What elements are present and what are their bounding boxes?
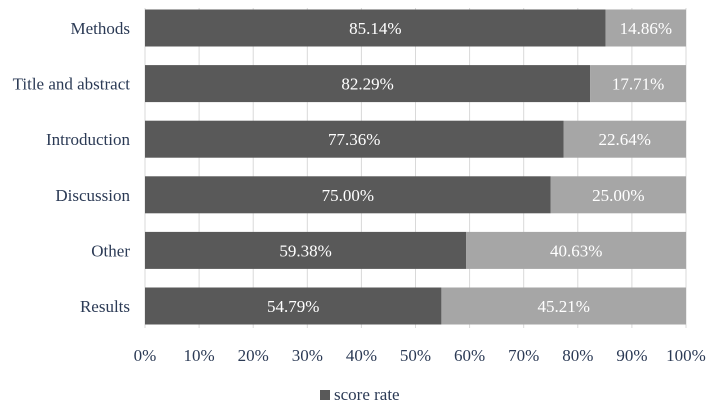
bar-segment <box>605 9 686 47</box>
legend-swatch <box>320 390 330 400</box>
x-tick-label: 20% <box>238 346 269 365</box>
category-label: Results <box>80 297 130 316</box>
bar-segment <box>441 287 686 325</box>
category-label: Other <box>91 241 130 260</box>
bar-segment <box>145 120 564 158</box>
bar-data-label: 22.64% <box>599 130 651 149</box>
x-tick-label: 10% <box>184 346 215 365</box>
bar-data-label: 40.63% <box>550 241 602 260</box>
category-label: Methods <box>71 19 131 38</box>
bars: 85.14% 14.86% 82.29% 17.71% 77.36% 22.64% 75.0… <box>145 9 687 325</box>
category-labels: Methods Title and abstract Introduction Dis… <box>13 19 131 316</box>
bar-data-label: 45.21% <box>537 297 589 316</box>
bar-data-label: 17.71% <box>612 75 664 94</box>
category-label: Title and abstract <box>13 75 131 94</box>
legend-label: score rate <box>334 385 400 403</box>
x-tick-label: 30% <box>292 346 323 365</box>
x-tick-label: 100% <box>666 346 706 365</box>
category-label: Introduction <box>46 130 131 149</box>
legend: score rate <box>320 385 400 403</box>
bar-data-label: 77.36% <box>328 130 380 149</box>
bar-data-label: 59.38% <box>279 241 331 260</box>
bar-segment <box>590 65 686 103</box>
bar-data-label: 85.14% <box>349 19 401 38</box>
bar-segment <box>145 287 442 325</box>
x-tick-label: 80% <box>562 346 593 365</box>
bar-data-label: 75.00% <box>322 186 374 205</box>
bar-data-label: 82.29% <box>341 75 393 94</box>
bar-segment <box>550 176 686 214</box>
bar-data-label: 14.86% <box>620 19 672 38</box>
x-tick-label: 60% <box>454 346 485 365</box>
x-axis-ticks: 0% 10% 20% 30% 40% 50% 60% 70% 80% 90% 100% <box>134 346 706 365</box>
gridlines <box>144 8 687 328</box>
x-tick-label: 50% <box>400 346 431 365</box>
x-tick-label: 40% <box>346 346 377 365</box>
x-tick-label: 0% <box>134 346 157 365</box>
bar-segment <box>466 231 687 269</box>
bar-segment <box>563 120 686 158</box>
bar-segment <box>145 176 551 214</box>
bar-segment <box>145 231 467 269</box>
x-tick-label: 70% <box>508 346 539 365</box>
bar-segment <box>145 9 606 47</box>
x-tick-label: 90% <box>616 346 647 365</box>
bar-segment <box>145 65 591 103</box>
bar-data-label: 25.00% <box>592 186 644 205</box>
bar-data-label: 54.79% <box>267 297 319 316</box>
category-label: Discussion <box>55 186 130 205</box>
